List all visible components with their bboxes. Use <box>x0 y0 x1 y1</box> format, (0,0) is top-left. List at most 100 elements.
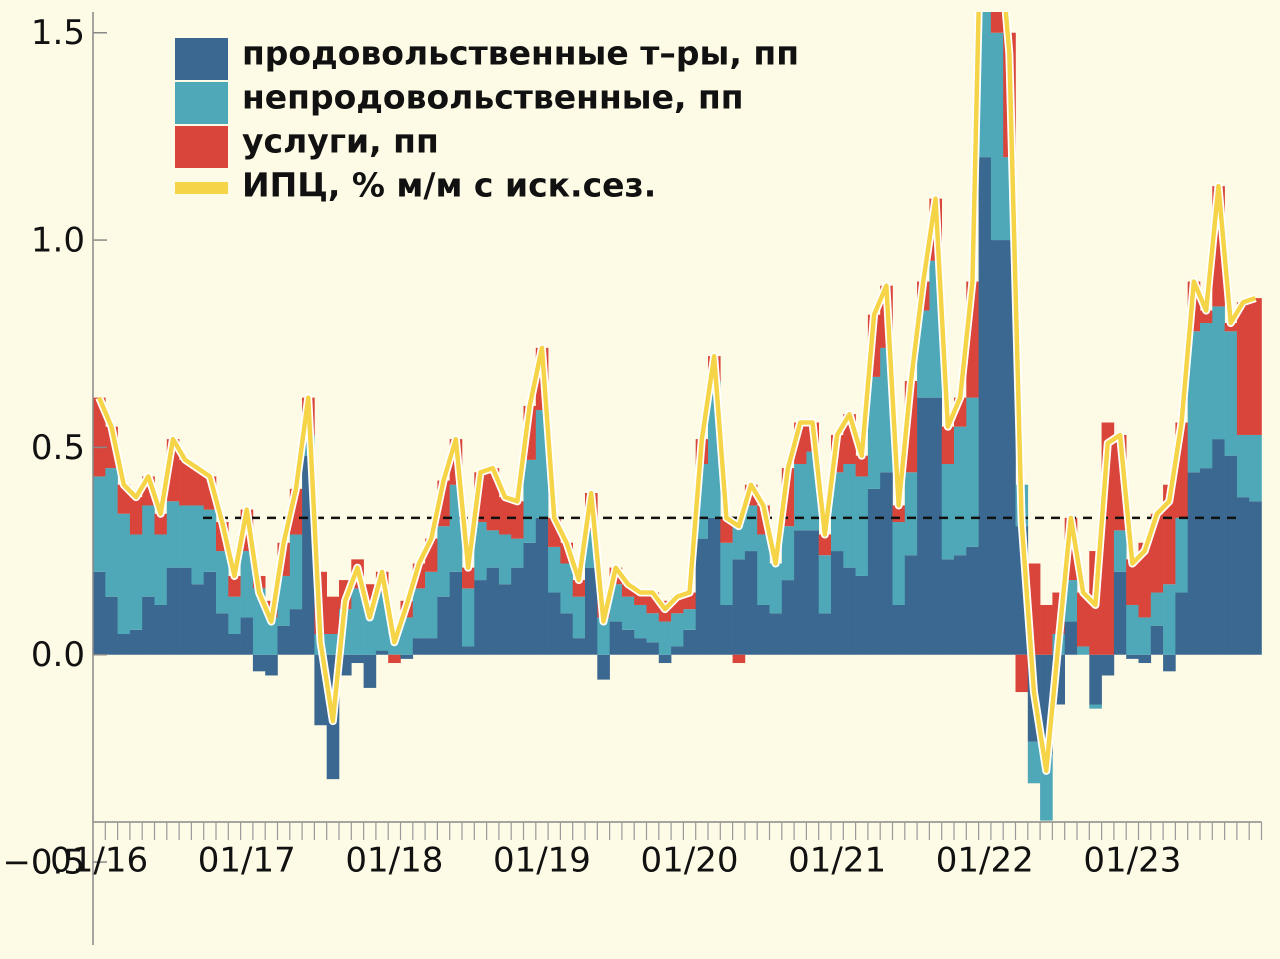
bar <box>265 654 278 676</box>
bar <box>634 604 647 639</box>
bar <box>1236 434 1250 498</box>
bar <box>1064 621 1078 655</box>
bar <box>966 397 979 547</box>
bar <box>265 617 278 655</box>
bar <box>1003 240 1016 655</box>
bar <box>1126 654 1139 659</box>
bar <box>572 596 586 639</box>
bar <box>904 555 918 655</box>
bar <box>166 501 180 568</box>
bar <box>892 604 906 655</box>
bar <box>560 563 573 614</box>
bar <box>572 638 586 655</box>
bar <box>277 575 291 626</box>
bar <box>781 580 795 655</box>
axes: −0.5 0.0 0.5 1.0 1.5 01/16 01/17 01/18 01/19 01/2… <box>2 12 1263 945</box>
bar <box>646 613 660 643</box>
bar <box>203 509 217 572</box>
bar <box>634 638 647 655</box>
bar <box>818 613 832 655</box>
bar <box>375 650 389 655</box>
bar <box>621 596 635 630</box>
bar <box>216 613 229 655</box>
plot-area <box>93 12 1262 821</box>
bar <box>462 588 475 647</box>
bar <box>1126 604 1139 655</box>
bar <box>1200 310 1213 323</box>
bar <box>425 638 438 655</box>
bar <box>1224 323 1238 332</box>
legend-label: продовольственные т–ры, пп <box>242 34 799 73</box>
bar <box>498 497 512 535</box>
bar <box>93 476 106 572</box>
bar <box>412 638 426 655</box>
bar <box>941 426 955 464</box>
bar <box>1224 331 1238 456</box>
bar <box>486 567 500 655</box>
bar <box>794 463 807 531</box>
x-tick-label: 01/19 <box>493 841 591 881</box>
x-tick-label: 01/16 <box>50 841 148 881</box>
bar <box>449 571 463 655</box>
bar <box>351 654 364 664</box>
bar <box>781 526 795 581</box>
bar <box>1200 468 1213 655</box>
bar <box>941 463 955 560</box>
bar <box>658 654 672 664</box>
bar <box>794 530 807 655</box>
bar <box>904 472 918 556</box>
legend-swatch <box>175 38 228 80</box>
bar <box>720 542 733 605</box>
bar <box>179 567 192 655</box>
bar <box>609 621 623 655</box>
bar <box>228 596 241 634</box>
bar <box>818 534 832 556</box>
x-tick-label: 01/22 <box>936 841 1034 881</box>
bar <box>511 538 524 568</box>
cpi-line <box>97 12 1257 774</box>
bar <box>240 617 254 655</box>
bar <box>954 555 967 655</box>
bar <box>1113 530 1127 572</box>
y-tick-label: 0.5 <box>31 428 85 468</box>
bar <box>708 517 721 655</box>
bar <box>990 240 1004 655</box>
bar <box>966 546 979 655</box>
bar <box>1187 331 1201 473</box>
bar <box>1236 302 1250 435</box>
bar <box>621 629 635 655</box>
bar <box>646 642 660 655</box>
bar <box>351 588 364 655</box>
bar <box>683 629 696 655</box>
bar <box>105 596 118 655</box>
bar <box>154 513 168 535</box>
y-tick-label: 1.0 <box>31 221 85 261</box>
bar <box>1040 604 1053 655</box>
bar <box>1015 654 1029 693</box>
bar <box>1187 472 1201 655</box>
bar <box>1138 617 1152 655</box>
bar <box>1212 306 1225 440</box>
bar <box>474 522 487 581</box>
bar <box>1150 625 1164 655</box>
bar <box>1163 584 1176 655</box>
bar <box>695 538 709 655</box>
legend: продовольственные т–ры, пп непродовольств… <box>175 34 799 205</box>
bar <box>855 575 869 655</box>
bar <box>597 617 610 655</box>
bar <box>1089 654 1102 705</box>
bar <box>523 542 537 655</box>
bar <box>757 534 770 605</box>
bar <box>191 505 204 585</box>
bar <box>548 592 561 655</box>
bar <box>129 534 143 630</box>
y-tick-label: 1.5 <box>31 13 85 53</box>
bar <box>818 555 832 614</box>
bar <box>929 397 942 655</box>
bar <box>1077 646 1090 655</box>
bar <box>1064 580 1078 622</box>
bar <box>843 567 856 655</box>
bar <box>228 634 241 655</box>
bar <box>166 567 180 655</box>
